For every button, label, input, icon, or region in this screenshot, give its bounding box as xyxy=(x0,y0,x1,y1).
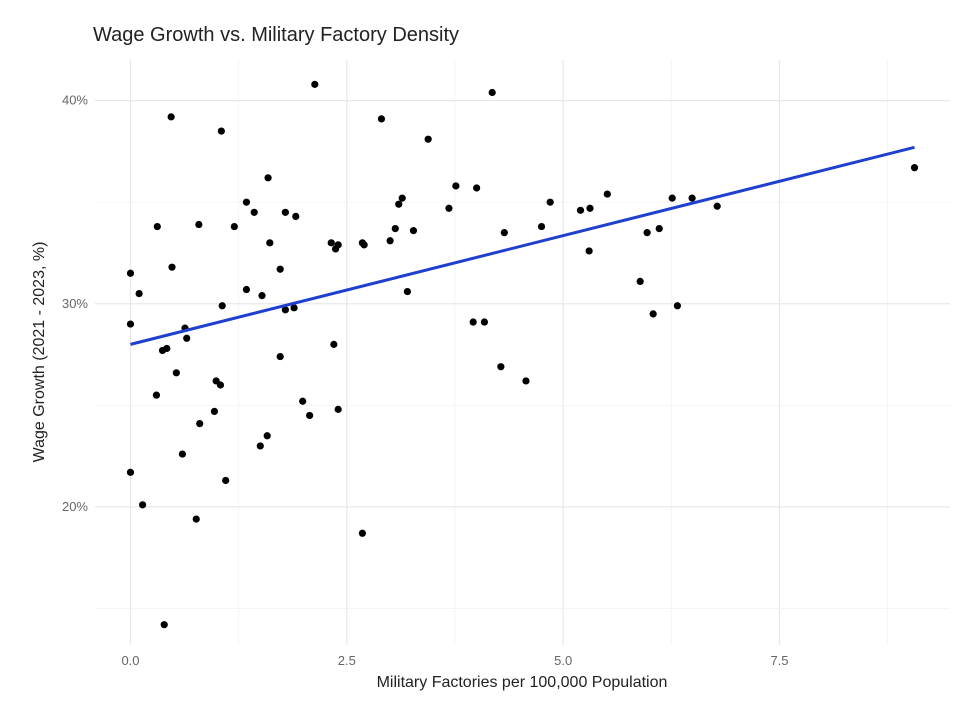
data-point xyxy=(424,135,432,143)
data-point xyxy=(152,391,161,399)
data-point xyxy=(216,381,225,389)
data-point xyxy=(311,80,319,88)
grid xyxy=(95,60,950,645)
data-point xyxy=(497,363,505,371)
data-point xyxy=(395,200,403,208)
data-point xyxy=(655,224,663,233)
data-point xyxy=(537,222,546,231)
data-point xyxy=(264,174,272,182)
data-point xyxy=(126,320,135,328)
data-point xyxy=(480,318,489,326)
data-point xyxy=(330,340,338,348)
data-point xyxy=(160,621,168,629)
data-point xyxy=(242,285,251,294)
data-point xyxy=(217,127,225,135)
data-point xyxy=(452,182,460,190)
x-axis-label: Military Factories per 100,000 Populatio… xyxy=(377,674,668,691)
trend-line xyxy=(130,145,915,346)
tick-labels: 0.0 2.5 5.0 7.5 20% 30% 40% xyxy=(62,93,789,668)
data-point xyxy=(603,190,611,198)
data-point xyxy=(360,241,368,249)
points xyxy=(126,80,919,629)
data-point xyxy=(192,515,200,523)
y-tick-label: 20% xyxy=(62,499,88,514)
data-point xyxy=(358,529,367,537)
data-point xyxy=(168,263,176,271)
data-point xyxy=(334,405,342,413)
x-tick-label: 5.0 xyxy=(554,653,572,668)
data-point xyxy=(576,206,585,214)
data-point xyxy=(334,241,342,249)
data-point xyxy=(266,239,274,247)
data-point xyxy=(473,184,481,192)
data-point xyxy=(403,287,412,296)
data-point xyxy=(643,229,651,237)
data-point xyxy=(290,304,298,312)
data-point xyxy=(391,224,399,233)
data-point xyxy=(230,222,238,231)
x-tick-label: 7.5 xyxy=(770,653,788,668)
data-point xyxy=(668,194,676,202)
data-point xyxy=(163,344,171,353)
y-tick-label: 40% xyxy=(62,93,88,108)
data-point xyxy=(218,302,226,310)
data-point xyxy=(292,212,300,221)
data-point xyxy=(276,352,284,361)
data-point xyxy=(210,407,219,416)
data-point xyxy=(649,310,657,318)
data-point xyxy=(299,397,307,405)
data-point xyxy=(135,289,143,298)
data-point xyxy=(522,377,530,385)
data-point xyxy=(546,198,554,206)
x-tick-label: 2.5 xyxy=(338,653,356,668)
data-point xyxy=(688,194,696,202)
data-point xyxy=(178,450,187,458)
data-point xyxy=(126,269,135,277)
data-point xyxy=(910,164,919,172)
data-point xyxy=(183,334,191,342)
data-point xyxy=(153,222,161,231)
data-point xyxy=(126,468,135,476)
data-point xyxy=(445,204,453,212)
chart-title: Wage Growth vs. Military Factory Density xyxy=(93,24,460,46)
data-point xyxy=(167,113,175,121)
data-point xyxy=(500,229,508,237)
data-point xyxy=(488,88,496,97)
y-tick-label: 30% xyxy=(62,296,88,311)
data-point xyxy=(263,432,271,440)
data-point xyxy=(172,369,180,377)
data-point xyxy=(713,202,721,210)
data-point xyxy=(196,419,204,428)
x-tick-label: 0.0 xyxy=(121,653,139,668)
data-point xyxy=(586,204,594,212)
data-point xyxy=(673,302,682,310)
data-point xyxy=(469,318,477,326)
y-axis-label: Wage Growth (2021 - 2023, %) xyxy=(31,242,48,463)
data-point xyxy=(327,239,335,247)
data-point xyxy=(398,194,406,202)
data-point xyxy=(138,501,147,509)
data-point xyxy=(585,247,593,255)
data-point xyxy=(377,115,386,123)
data-point xyxy=(636,277,644,286)
data-point xyxy=(281,208,289,216)
data-point xyxy=(256,442,264,450)
data-point xyxy=(250,208,258,216)
data-point xyxy=(409,227,418,235)
data-point xyxy=(258,292,266,300)
data-point xyxy=(386,237,394,245)
trend-line-group xyxy=(130,145,915,346)
data-point xyxy=(222,476,230,485)
data-point xyxy=(281,306,289,314)
data-point xyxy=(306,411,314,420)
data-point xyxy=(242,198,251,206)
data-point xyxy=(195,220,203,229)
data-point xyxy=(276,265,284,273)
